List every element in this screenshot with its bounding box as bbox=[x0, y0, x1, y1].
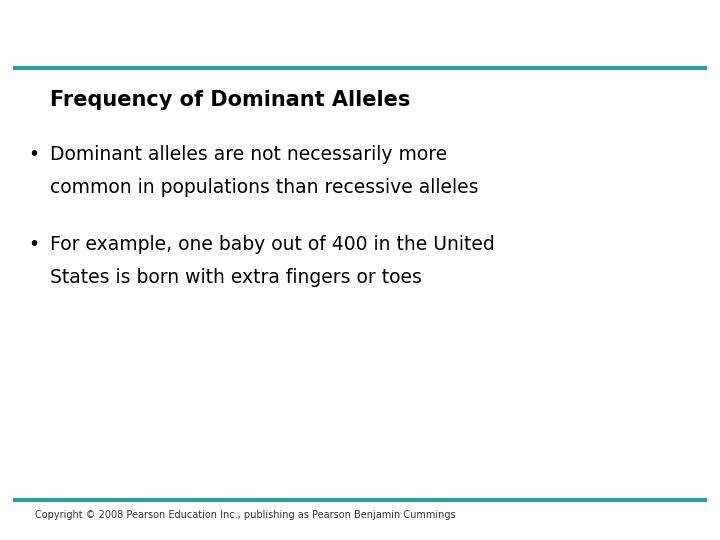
Text: States is born with extra fingers or toes: States is born with extra fingers or toe… bbox=[50, 268, 422, 287]
Text: Copyright © 2008 Pearson Education Inc., publishing as Pearson Benjamin Cummings: Copyright © 2008 Pearson Education Inc.,… bbox=[35, 510, 456, 520]
Text: Frequency of Dominant Alleles: Frequency of Dominant Alleles bbox=[50, 90, 410, 110]
Text: •: • bbox=[28, 235, 39, 254]
Text: common in populations than recessive alleles: common in populations than recessive all… bbox=[50, 178, 479, 197]
Text: Dominant alleles are not necessarily more: Dominant alleles are not necessarily mor… bbox=[50, 145, 447, 164]
Text: •: • bbox=[28, 145, 39, 164]
Text: For example, one baby out of 400 in the United: For example, one baby out of 400 in the … bbox=[50, 235, 495, 254]
